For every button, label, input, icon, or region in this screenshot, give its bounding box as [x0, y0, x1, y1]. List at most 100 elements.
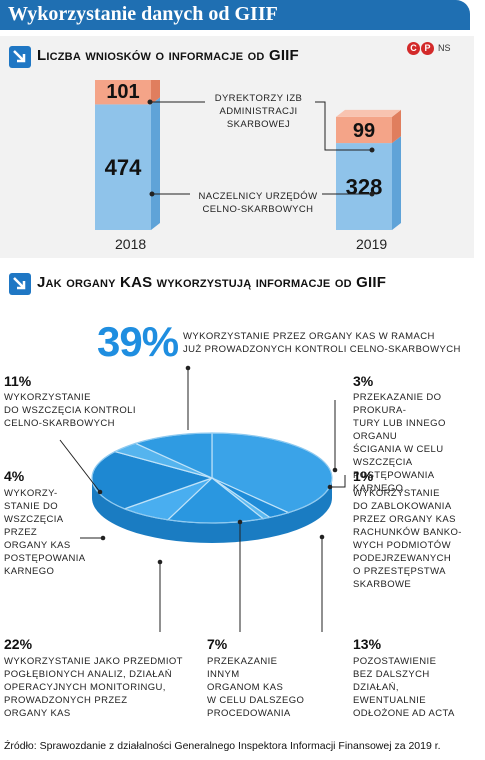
label-13-line: Pozostawienie [353, 656, 437, 667]
label-11-line: celno-skarbowych [4, 418, 115, 429]
pie-leader-dot [332, 467, 338, 473]
naczelnicy-label: Naczelnicy urzędów celno-skarbowych [188, 190, 328, 216]
label-39-line: Wykorzystanie przez organy KAS w ramach [183, 331, 435, 342]
bar-segment-naczelnicy [95, 104, 151, 230]
label-22-line: operacyjnych monitoringu, [4, 682, 166, 693]
label-39: Wykorzystanie przez organy KAS w ramach … [183, 330, 461, 356]
label-4-line: przez [4, 527, 38, 538]
label-3-line: tury lub innego organu [353, 418, 446, 442]
bar-value-label-naczelnicy: 328 [346, 175, 383, 200]
bar-side-dyrektorzy [151, 80, 160, 105]
bar-segment-dyrektorzy [336, 116, 392, 144]
pct-11: 11% [4, 373, 32, 389]
copyright-p-icon: P [421, 42, 434, 55]
label-11-line: do wszczęcia kontroli [4, 405, 136, 416]
bar-chart: 101 474 99 328 [95, 80, 401, 230]
label-1-line: przez organy KAS [353, 514, 456, 525]
pie-leader-dot [327, 484, 333, 490]
pct-7: 7% [207, 636, 228, 652]
label-39-line: już prowadzonych kontroli celno-skarbowy… [183, 344, 461, 355]
dyrektorzy-label-line: administracji [219, 106, 298, 117]
label-3-line: ścigania w celu wszczęcia [353, 444, 444, 468]
label-1-line: wych podmiotów [353, 540, 451, 551]
arrow-down-right-icon [9, 46, 31, 68]
pie-leader-dot [157, 559, 163, 565]
label-1-line: do zablokowania [353, 501, 452, 512]
bar-value-label-dyrektorzy: 99 [353, 120, 375, 142]
page-title: Wykorzystanie danych od GIIF [8, 3, 278, 25]
label-11-line: Wykorzystanie [4, 392, 91, 403]
label-22-line: pogłębionych analiz, działań [4, 669, 172, 680]
label-7-line: Przekazanie [207, 656, 278, 667]
label-22-line: Wykorzystanie jako przedmiot [4, 656, 183, 667]
source-note: Źródło: Sprawozdanie z działalności Gene… [4, 740, 441, 752]
label-11: Wykorzystanie do wszczęcia kontroli celn… [4, 391, 136, 430]
label-22-line: prowadzonych przez [4, 695, 128, 706]
label-3-line: Przekazanie do prokura- [353, 392, 442, 416]
leader-dot [149, 191, 155, 197]
label-22: Wykorzystanie jako przedmiot pogłębionyc… [4, 655, 183, 720]
year-label-2018: 2018 [115, 236, 147, 252]
bar-side-naczelnicy [392, 136, 401, 230]
label-4-line: Wykorzy- [4, 488, 58, 499]
section-title-requests: Liczba wniosków o informacje od GIIF [37, 47, 299, 64]
label-22-line: organy KAS [4, 708, 71, 719]
label-1-line: skarbowe [353, 579, 412, 590]
pie-leader-dot [97, 489, 103, 495]
label-7: Przekazanie innym organom KAS w celu dal… [207, 655, 304, 720]
label-13-line: działań, [353, 682, 399, 693]
leader-dot [147, 99, 153, 105]
label-4: Wykorzy- stanie do wszczęcia przez organ… [4, 487, 86, 578]
label-1-line: o przestępstwa [353, 566, 446, 577]
label-3-line: postępowania karnego [353, 470, 434, 494]
pie-leader-dot [100, 535, 106, 541]
label-13-line: ewentualnie [353, 695, 427, 706]
bar-value-label-naczelnicy: 474 [105, 155, 142, 180]
pie-chart [59, 365, 346, 632]
pie-leader-dot [185, 365, 191, 371]
pie-side [92, 478, 332, 543]
label-13-line: bez dalszych [353, 669, 430, 680]
pie-leader-line [59, 439, 101, 493]
arrow-down-right-icon [9, 273, 31, 295]
copyright-badge: C P NS [407, 42, 451, 55]
pct-3: 3% [353, 373, 374, 389]
label-1-line: Wykorzystanie [353, 488, 440, 499]
pie-rim [91, 432, 333, 524]
pie-leader-dot [319, 534, 325, 540]
pct-22: 22% [4, 636, 33, 652]
label-4-line: postępowania [4, 553, 86, 564]
pie-leader-dot [237, 519, 243, 525]
label-4-line: karnego [4, 566, 55, 577]
label-1-line: podejrzewanych [353, 553, 452, 564]
label-4-line: wszczęcia [4, 514, 64, 525]
label-13-line: odłożone ad acta [353, 708, 455, 719]
dyrektorzy-label-line: Dyrektorzy izb [214, 93, 303, 104]
label-3: Przekazanie do prokura- tury lub innego … [353, 391, 485, 495]
bar-top-face [336, 109, 401, 117]
label-7-line: innym [207, 669, 240, 680]
naczelnicy-label-line: Naczelnicy urzędów [198, 191, 318, 202]
bar-side-naczelnicy [151, 97, 160, 230]
bar-value-label-dyrektorzy: 101 [106, 81, 139, 103]
pct-13: 13% [353, 636, 382, 652]
naczelnicy-label-line: celno-skarbowych [202, 204, 314, 215]
label-7-line: organom KAS [207, 682, 284, 693]
pie-leader-line [330, 475, 346, 488]
pct-1: 1% [353, 468, 374, 484]
leader-dot [369, 191, 375, 197]
bar-segment-naczelnicy [336, 143, 392, 230]
header-bar: Wykorzystanie danych od GIIF [0, 0, 470, 30]
pct-4: 4% [4, 468, 25, 484]
leader-line-dyrektorzy [315, 101, 372, 151]
copyright-c-icon: C [407, 42, 420, 55]
label-4-line: organy KAS [4, 540, 71, 551]
label-4-line: stanie do [4, 501, 59, 512]
bar-segment-dyrektorzy [95, 80, 151, 105]
section-title-usage: Jak organy KAS wykorzystują informacje o… [37, 274, 387, 291]
leader-dot [369, 147, 375, 153]
source-ns: NS [438, 43, 451, 53]
label-1: Wykorzystanie do zablokowania przez orga… [353, 487, 462, 591]
label-13: Pozostawienie bez dalszych działań, ewen… [353, 655, 455, 720]
dyrektorzy-label-line: skarbowej [226, 119, 291, 130]
